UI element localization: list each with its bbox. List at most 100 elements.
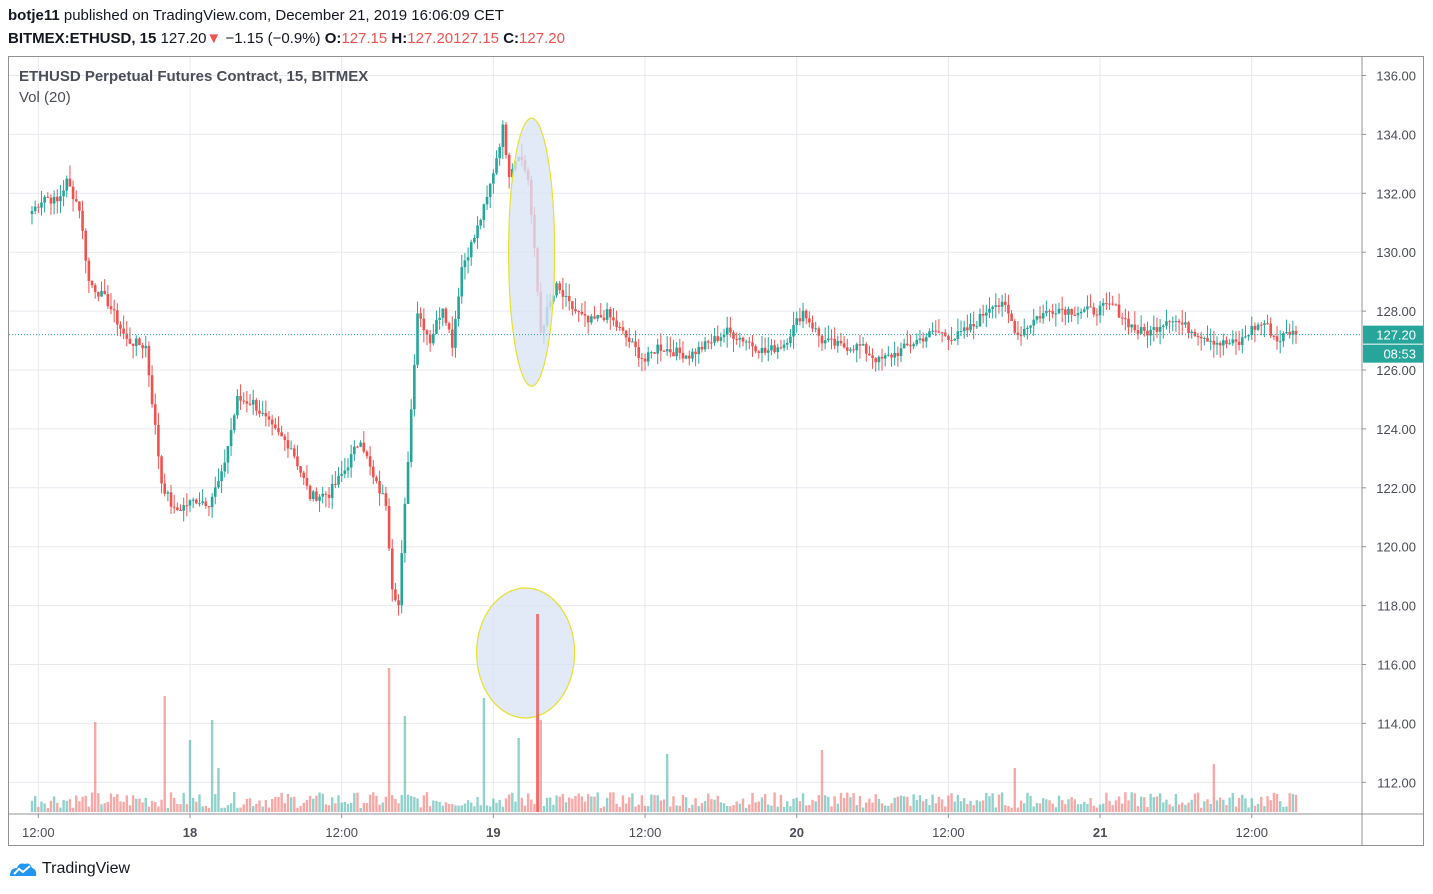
volume-bar: [552, 804, 555, 812]
volume-bar: [1247, 807, 1250, 812]
tradingview-footer[interactable]: TradingView: [8, 860, 130, 878]
candle: [419, 313, 422, 319]
volume-bar: [1193, 793, 1197, 812]
volume-bar: [937, 796, 941, 812]
volume-bar: [1130, 792, 1133, 812]
candle: [84, 230, 88, 261]
candle: [119, 324, 122, 329]
candle: [902, 343, 906, 349]
volume-bar: [413, 797, 416, 812]
candle: [558, 283, 562, 291]
candle: [687, 355, 691, 359]
volume-bar: [605, 797, 609, 812]
volume-bar: [1225, 805, 1228, 812]
volume-bar: [744, 807, 748, 812]
volume-bar: [880, 803, 884, 812]
volume-bar: [659, 800, 663, 812]
ticker-last: 127.20: [160, 30, 207, 47]
volume-bar: [94, 722, 97, 812]
candle: [93, 285, 97, 292]
candle: [1019, 335, 1023, 337]
legend-title: ETHUSD Perpetual Futures Contract, 15, B…: [19, 68, 369, 85]
candle: [934, 330, 938, 332]
candle: [251, 399, 255, 405]
volume-bar: [1054, 807, 1058, 812]
candle: [125, 333, 129, 339]
candle: [940, 332, 944, 334]
close-value: 127.20: [519, 30, 565, 47]
volume-bar: [912, 794, 915, 812]
volume-bar: [1294, 794, 1298, 812]
candle: [994, 305, 998, 307]
ticker-symbol[interactable]: BITMEX:ETHUSD, 15: [8, 30, 157, 47]
candle: [637, 347, 641, 358]
candle: [1105, 303, 1108, 305]
author-name[interactable]: botje11: [8, 7, 60, 24]
candle: [81, 210, 84, 231]
volume-bar: [817, 795, 821, 812]
candle: [438, 317, 441, 320]
volume-bar: [419, 807, 422, 812]
volume-bar: [308, 795, 312, 812]
candle: [899, 348, 903, 357]
candle: [362, 442, 366, 452]
volume-bar: [1256, 803, 1260, 812]
volume-bar: [261, 806, 264, 812]
candle: [264, 412, 268, 417]
candle: [1187, 322, 1190, 334]
candle: [830, 338, 833, 340]
volume-bar: [441, 805, 444, 812]
candle: [1048, 310, 1051, 312]
volume-bar: [647, 806, 650, 812]
volume-bar: [713, 799, 716, 812]
candle: [602, 317, 606, 320]
volume-bar: [191, 797, 195, 812]
candle: [627, 337, 631, 343]
candle: [274, 424, 277, 429]
candle: [1060, 308, 1064, 310]
candle: [678, 347, 682, 353]
candle: [700, 346, 704, 350]
volume-bar: [1038, 803, 1042, 812]
candle: [255, 399, 258, 411]
tradingview-logo-icon: [10, 863, 37, 876]
volume-bar: [277, 796, 280, 812]
volume-bar: [902, 796, 906, 812]
candle: [220, 471, 223, 482]
candle: [90, 281, 94, 286]
volume-bar: [432, 800, 435, 812]
candle: [46, 196, 50, 198]
volume-bar: [805, 805, 808, 812]
volume-bar: [49, 800, 53, 812]
volume-bar: [577, 793, 580, 812]
candle: [1250, 325, 1254, 336]
candle: [1022, 328, 1026, 336]
volume-bar: [479, 805, 482, 812]
candle: [662, 350, 666, 352]
volume-bar: [1004, 805, 1007, 812]
volume-bar: [1073, 799, 1076, 812]
volume-bar: [207, 807, 211, 812]
candle: [931, 330, 934, 332]
candle: [555, 283, 558, 296]
volume-bar: [65, 800, 68, 812]
volume-bar: [786, 801, 789, 812]
volume-bar: [1051, 803, 1054, 812]
candle: [495, 158, 498, 174]
candle: [858, 344, 862, 346]
candle: [845, 347, 849, 351]
candle: [368, 456, 372, 467]
volume-bar: [182, 792, 185, 812]
candle: [52, 196, 56, 204]
volume-bar: [827, 796, 830, 812]
volume-bar: [460, 805, 463, 812]
volume-bar: [776, 806, 779, 812]
candle: [479, 220, 483, 226]
volume-bar: [217, 768, 220, 812]
y-tick-label: 126.00: [1376, 363, 1416, 378]
volume-bar: [719, 802, 723, 812]
candle: [188, 500, 192, 506]
annotation-ellipse-price: [507, 117, 556, 387]
candle: [1079, 311, 1083, 314]
